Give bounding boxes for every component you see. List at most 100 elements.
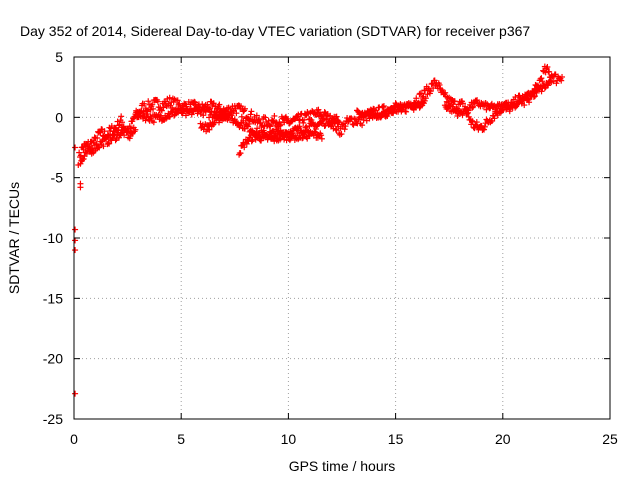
y-tick-label: 0	[55, 109, 63, 125]
data-point	[332, 120, 339, 127]
data-point	[100, 143, 107, 150]
data-point	[333, 127, 340, 134]
data-point	[521, 102, 528, 109]
data-point	[233, 110, 240, 117]
data-point	[281, 119, 288, 126]
data-point	[481, 126, 488, 133]
data-point	[541, 85, 548, 92]
data-point	[253, 112, 260, 119]
data-point	[384, 113, 391, 120]
x-tick-label: 15	[388, 431, 404, 447]
data-point	[277, 121, 284, 128]
data-point	[486, 105, 493, 112]
data-point	[238, 103, 245, 110]
outlier-point	[72, 247, 79, 254]
data-point	[421, 97, 428, 104]
data-point	[106, 140, 113, 147]
data-point	[380, 109, 387, 116]
data-point	[459, 100, 466, 107]
data-points	[72, 63, 566, 397]
data-point	[241, 105, 248, 112]
data-point	[94, 134, 101, 141]
outlier-point	[72, 390, 79, 397]
gridlines	[74, 57, 610, 419]
data-point	[336, 119, 343, 126]
data-point	[512, 94, 519, 101]
data-point	[539, 78, 546, 85]
data-point	[481, 123, 488, 130]
data-point	[158, 107, 165, 114]
data-point	[247, 111, 254, 118]
data-point	[200, 112, 207, 119]
data-point	[442, 89, 449, 96]
data-point	[478, 123, 485, 130]
data-point	[269, 117, 276, 124]
data-point	[262, 114, 269, 121]
y-tick-label: -15	[43, 290, 63, 306]
data-point	[528, 93, 535, 100]
x-tick-label: 5	[177, 431, 185, 447]
data-point	[166, 94, 173, 101]
data-point	[248, 138, 255, 145]
y-tick-label: -20	[43, 351, 63, 367]
data-point	[129, 118, 136, 125]
data-point	[254, 132, 261, 139]
data-point	[150, 105, 157, 112]
data-point	[341, 126, 348, 133]
chart-title: Day 352 of 2014, Sidereal Day-to-day VTE…	[20, 23, 530, 39]
data-point	[469, 104, 476, 111]
data-point	[122, 125, 129, 132]
data-point	[465, 113, 472, 120]
x-axis-label: GPS time / hours	[289, 458, 396, 474]
data-point	[318, 132, 325, 139]
data-point	[491, 115, 498, 122]
y-tick-label: -25	[43, 411, 63, 427]
data-point	[243, 140, 250, 147]
data-point	[318, 135, 325, 142]
data-point	[154, 98, 161, 105]
data-point	[323, 113, 330, 120]
data-point	[548, 79, 555, 86]
data-point	[271, 112, 278, 119]
data-point	[380, 104, 387, 111]
data-point	[470, 103, 477, 110]
data-point	[344, 118, 351, 125]
data-point	[342, 123, 349, 130]
data-point	[245, 123, 252, 130]
data-point	[428, 81, 435, 88]
data-point	[348, 115, 355, 122]
data-point	[141, 100, 148, 107]
data-point	[175, 101, 182, 108]
data-point	[114, 118, 121, 125]
data-point	[338, 131, 345, 138]
data-point	[174, 97, 181, 104]
data-point	[386, 108, 393, 115]
data-point	[112, 137, 119, 144]
data-point	[531, 93, 538, 100]
x-tick-label: 25	[602, 431, 618, 447]
data-point	[144, 110, 151, 117]
data-point	[559, 73, 566, 80]
data-point	[494, 112, 501, 119]
data-point	[149, 101, 156, 108]
data-point	[245, 120, 252, 127]
data-point	[241, 125, 248, 132]
data-point	[300, 119, 307, 126]
data-point	[413, 95, 420, 102]
data-point	[254, 125, 261, 132]
x-tick-label: 20	[495, 431, 511, 447]
data-point	[449, 103, 456, 110]
outlier-point	[77, 184, 84, 191]
data-point	[303, 123, 310, 130]
data-point	[377, 114, 384, 121]
data-point	[544, 63, 551, 70]
data-point	[474, 97, 481, 104]
data-point	[237, 150, 244, 157]
outlier-point	[72, 226, 79, 233]
data-point	[462, 103, 469, 110]
x-tick-label: 10	[281, 431, 297, 447]
data-point	[545, 82, 552, 89]
data-point	[506, 106, 513, 113]
data-point	[296, 123, 303, 130]
